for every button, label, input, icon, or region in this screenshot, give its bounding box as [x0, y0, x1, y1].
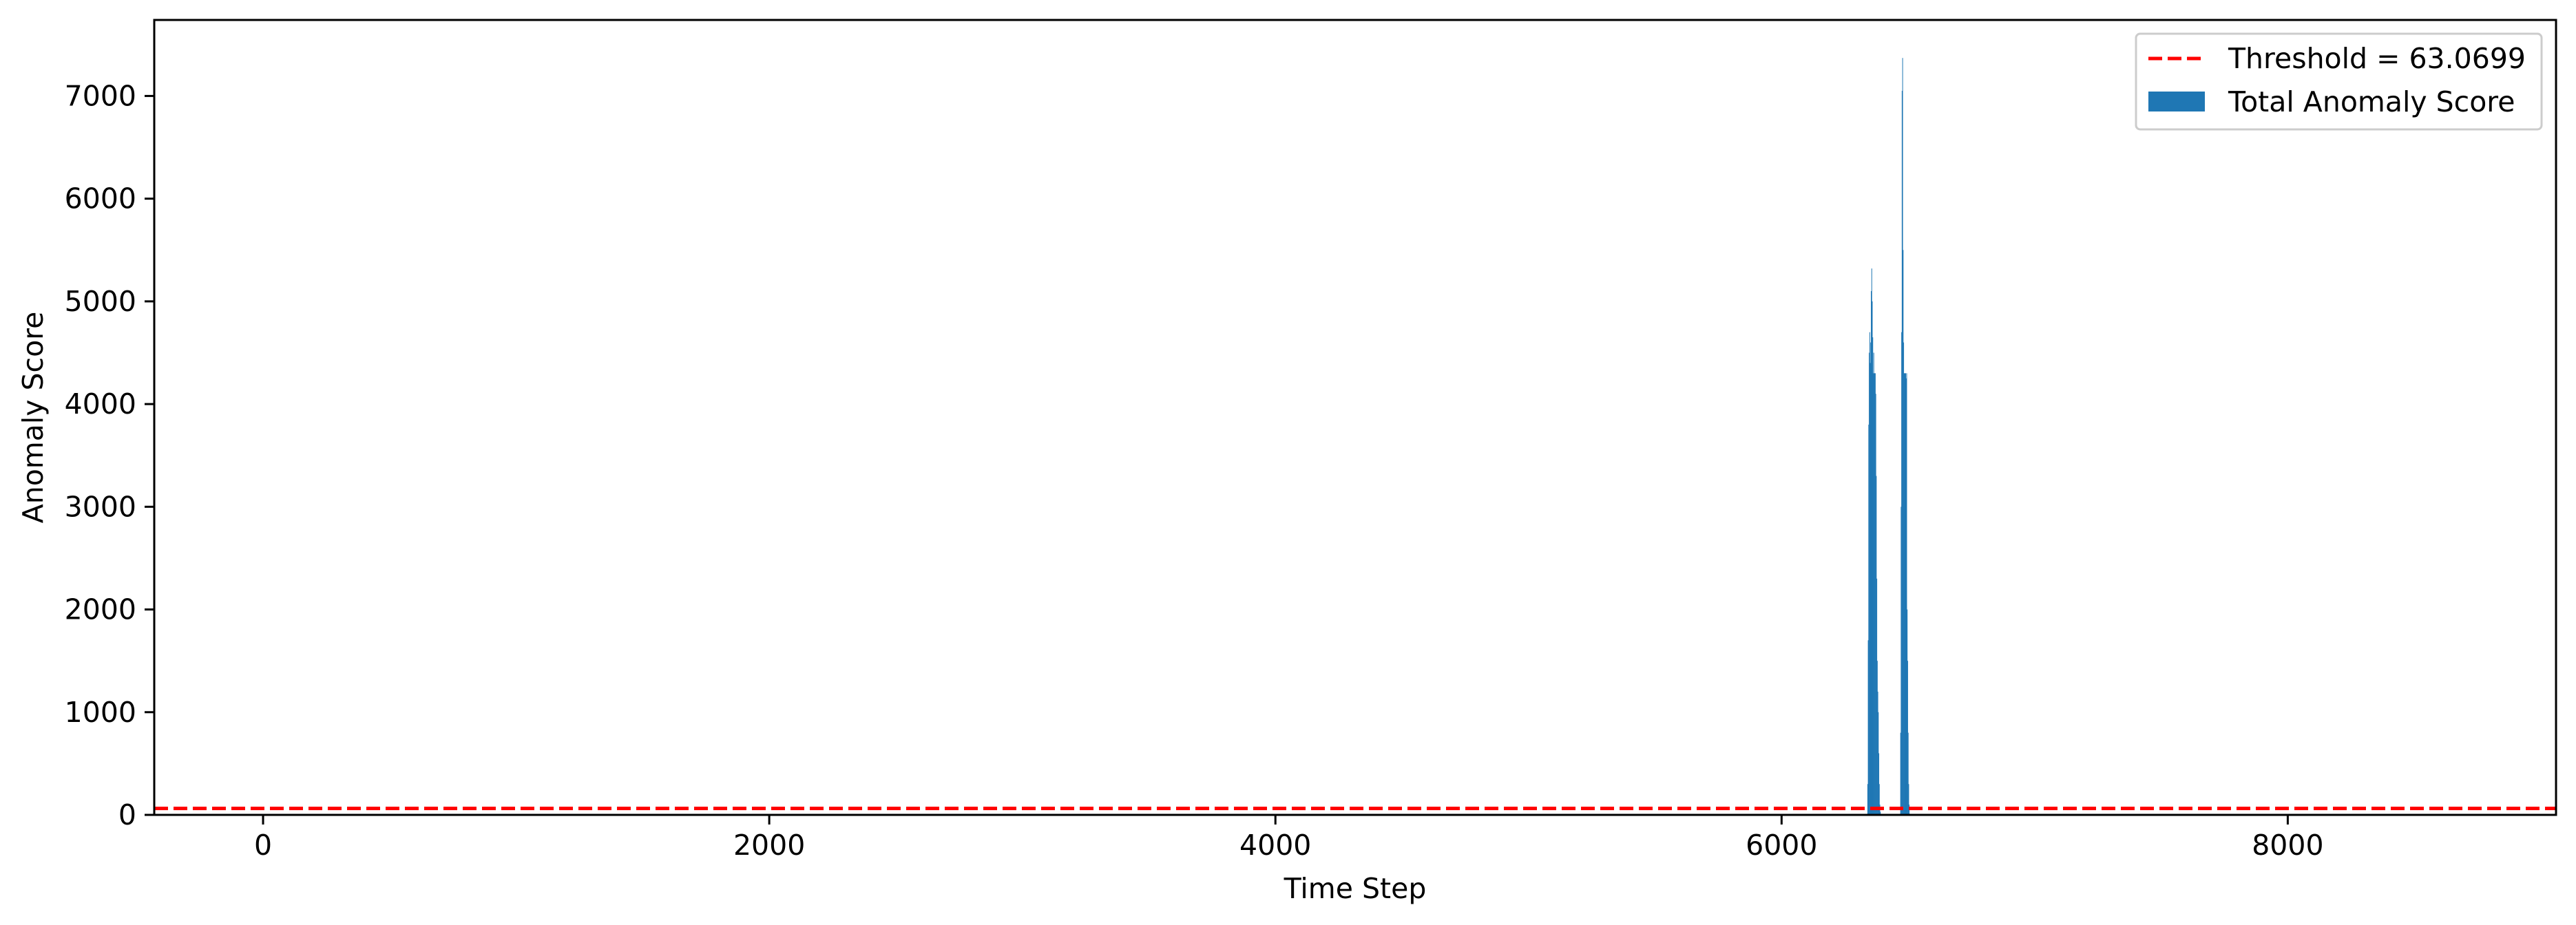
score-bar [1878, 784, 1880, 815]
y-tick-label: 5000 [65, 285, 136, 318]
y-tick-label: 0 [118, 798, 136, 831]
y-tick-label: 4000 [65, 387, 136, 421]
y-tick-label: 3000 [65, 490, 136, 523]
score-bar [1868, 424, 1870, 815]
y-tick-label: 6000 [65, 182, 136, 215]
score-bar [1867, 784, 1868, 815]
score-bar [1870, 342, 1872, 815]
score-bar [1906, 373, 1907, 815]
legend-series-swatch [2148, 92, 2205, 111]
y-tick-label: 7000 [65, 79, 136, 112]
score-bar [1870, 363, 1871, 815]
score-bar [1880, 811, 1881, 815]
score-bar [1878, 753, 1880, 815]
score-bar [1867, 640, 1869, 815]
x-tick-label: 6000 [1746, 829, 1817, 862]
score-bar [1900, 732, 1901, 815]
x-tick-label: 4000 [1239, 829, 1311, 862]
x-axis-label: Time Step [1284, 872, 1427, 905]
score-bar [1872, 337, 1874, 816]
y-axis-label: Anomaly Score [17, 312, 50, 524]
y-axis: 0 1000 2000 3000 4000 5000 6000 7000 [65, 79, 154, 831]
score-bar [1874, 373, 1876, 815]
score-bar [1907, 732, 1909, 815]
legend-box [2135, 32, 2543, 131]
score-bar [1872, 373, 1874, 815]
score-bar [1903, 373, 1905, 815]
x-tick-label: 2000 [733, 829, 805, 862]
score-bar [1869, 352, 1870, 815]
score-bar [1874, 373, 1876, 815]
score-bar [1900, 507, 1902, 815]
legend: Threshold = 63.0699 Total Anomaly Score [2135, 32, 2543, 131]
score-bar [1905, 378, 1907, 815]
score-bar [1905, 373, 1907, 815]
score-bars [1867, 58, 1910, 816]
y-tick-label: 2000 [65, 593, 136, 626]
score-bar [1876, 578, 1878, 815]
x-tick-label: 8000 [2252, 829, 2323, 862]
score-bar [1871, 290, 1872, 815]
score-bar [1903, 342, 1905, 815]
plot-frame [153, 19, 2557, 816]
x-axis: 0 2000 4000 6000 8000 [254, 815, 2324, 862]
score-bar [1876, 661, 1878, 815]
score-bar [1901, 332, 1903, 815]
legend-threshold-label: Threshold = 63.0699 [2228, 42, 2526, 75]
score-bar [1908, 784, 1909, 815]
y-tick-label: 1000 [65, 696, 136, 729]
score-bar [1901, 90, 1903, 816]
score-bar [1907, 661, 1908, 815]
legend-series-label: Total Anomaly Score [2228, 85, 2515, 118]
x-tick-label: 0 [254, 829, 272, 862]
